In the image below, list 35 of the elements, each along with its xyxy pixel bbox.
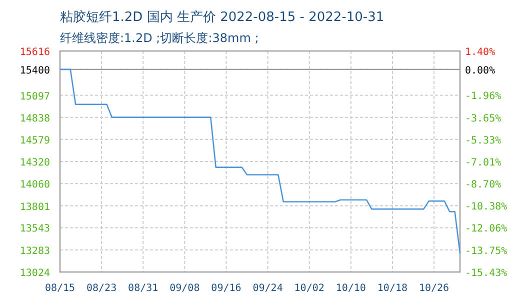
y-tick-label: 14838	[20, 113, 50, 124]
x-tick-label: 10/10	[336, 283, 366, 294]
y2-tick-label: 1.40%	[465, 47, 496, 58]
y-tick-label: 13801	[20, 202, 50, 213]
y-tick-label: 14060	[20, 180, 50, 191]
chart-subtitle: 纤维线密度:1.2D ;切断长度:38mm ;	[60, 31, 259, 45]
y2-tick-label: -7.01%	[465, 157, 502, 168]
x-tick-label: 10/18	[377, 283, 408, 294]
y2-tick-label: -13.75%	[465, 246, 508, 257]
x-tick-label: 08/31	[128, 283, 158, 294]
chart-title: 粘胶短纤1.2D 国内 生产价 2022-08-15 - 2022-10-31	[60, 10, 384, 25]
y-tick-label: 14579	[20, 135, 50, 146]
x-tick-label: 08/23	[86, 283, 117, 294]
x-tick-label: 08/15	[44, 283, 76, 294]
y-tick-label: 13283	[20, 246, 50, 257]
y2-tick-label: 0.00%	[465, 65, 496, 76]
y2-tick-label: -3.65%	[465, 113, 502, 124]
y2-tick-label: -12.06%	[465, 224, 508, 235]
y2-tick-label: -15.43%	[465, 268, 508, 279]
line-series	[59, 68, 461, 254]
y-tick-label: 15616	[20, 47, 50, 58]
y-tick-label: 15400	[20, 65, 50, 76]
x-tick-label: 09/24	[252, 283, 283, 294]
y2-tick-label: -5.33%	[465, 135, 502, 146]
y2-tick-label: -1.96%	[465, 91, 502, 102]
y2-tick-label: -8.70%	[465, 180, 502, 191]
y-tick-label: 13024	[20, 268, 50, 279]
y-tick-label: 14320	[20, 158, 50, 168]
y-tick-label: 13543	[20, 224, 50, 235]
x-tick-label: 09/08	[170, 283, 200, 294]
x-tick-label: 09/16	[211, 283, 242, 294]
x-tick-label: 10/26	[418, 283, 450, 294]
x-tick-label: 10/02	[294, 283, 324, 294]
y2-tick-label: -10.38%	[465, 202, 508, 213]
y-tick-label: 15097	[20, 91, 50, 102]
